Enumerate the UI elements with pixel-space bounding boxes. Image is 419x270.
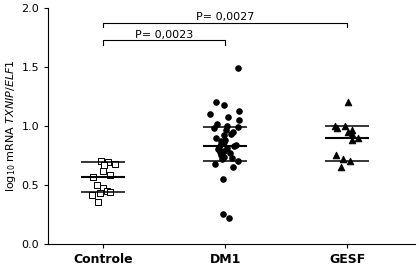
Point bbox=[216, 145, 222, 149]
Point bbox=[220, 212, 226, 216]
Point bbox=[230, 144, 237, 148]
Point bbox=[334, 126, 341, 130]
Point bbox=[339, 157, 346, 161]
Point bbox=[229, 156, 235, 160]
Point bbox=[89, 174, 96, 179]
Point bbox=[100, 168, 106, 173]
Point bbox=[212, 136, 219, 140]
Point bbox=[213, 100, 220, 105]
Point bbox=[221, 140, 228, 145]
Point bbox=[221, 133, 228, 137]
Point bbox=[235, 109, 242, 113]
Point bbox=[217, 141, 224, 146]
Point bbox=[94, 200, 101, 205]
Point bbox=[333, 153, 340, 157]
Point bbox=[233, 143, 239, 147]
Y-axis label: log$_{10}$ mRNA $\mathit{TXNIP/ELF1}$: log$_{10}$ mRNA $\mathit{TXNIP/ELF1}$ bbox=[5, 59, 18, 193]
Point bbox=[220, 148, 227, 153]
Point bbox=[349, 132, 355, 136]
Point bbox=[101, 163, 107, 167]
Point bbox=[220, 154, 227, 159]
Point bbox=[344, 130, 351, 134]
Point bbox=[220, 177, 226, 181]
Point bbox=[349, 138, 355, 142]
Point bbox=[222, 127, 229, 132]
Point bbox=[236, 118, 243, 122]
Point bbox=[106, 173, 113, 177]
Point bbox=[222, 138, 228, 142]
Point bbox=[105, 160, 112, 165]
Point bbox=[104, 188, 111, 193]
Point bbox=[89, 174, 96, 179]
Text: P= 0,0027: P= 0,0027 bbox=[196, 12, 254, 22]
Point bbox=[111, 161, 118, 166]
Point bbox=[100, 186, 106, 190]
Point bbox=[230, 165, 236, 169]
Point bbox=[89, 193, 96, 197]
Point bbox=[224, 146, 231, 150]
Point bbox=[218, 153, 225, 157]
Point bbox=[226, 215, 233, 220]
Point bbox=[344, 100, 351, 105]
Text: P= 0,0023: P= 0,0023 bbox=[135, 30, 193, 40]
Point bbox=[217, 150, 224, 154]
Point bbox=[227, 151, 233, 155]
Point bbox=[94, 183, 101, 187]
Point bbox=[220, 103, 227, 107]
Point bbox=[98, 159, 105, 163]
Point bbox=[212, 161, 218, 166]
Point bbox=[219, 157, 226, 161]
Point bbox=[225, 114, 232, 119]
Point bbox=[215, 147, 221, 152]
Point bbox=[213, 122, 220, 126]
Point bbox=[218, 139, 225, 143]
Point bbox=[346, 159, 353, 163]
Point bbox=[332, 124, 339, 128]
Point bbox=[235, 125, 241, 129]
Point bbox=[227, 132, 234, 136]
Point bbox=[338, 165, 344, 169]
Point bbox=[207, 112, 213, 116]
Point bbox=[107, 190, 114, 194]
Point bbox=[97, 191, 103, 195]
Point bbox=[342, 124, 349, 128]
Point bbox=[230, 130, 236, 134]
Point bbox=[349, 127, 356, 132]
Point bbox=[223, 124, 230, 128]
Point bbox=[235, 66, 241, 70]
Point bbox=[355, 136, 362, 140]
Point bbox=[210, 126, 217, 130]
Point bbox=[235, 159, 241, 163]
